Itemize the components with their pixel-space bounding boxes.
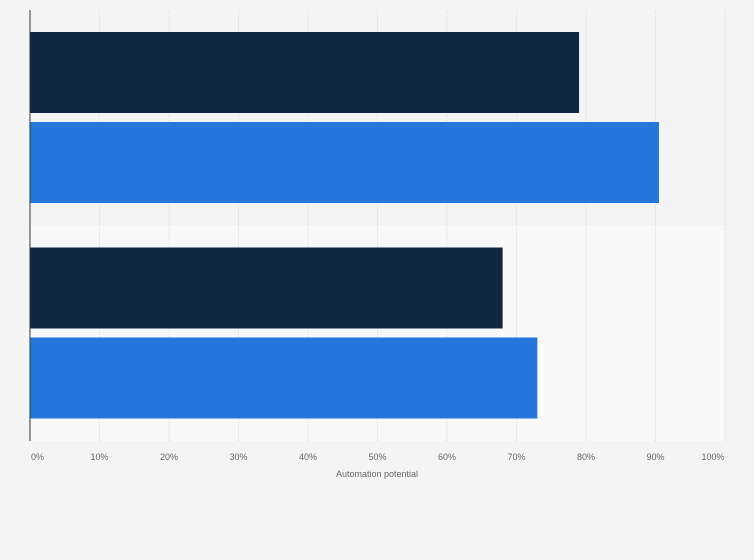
x-tick-label: 70% <box>507 452 525 462</box>
x-tick-labels: 0% 10% 20% 30% 40% 50% 60% 70% 80% 90% 100% <box>31 452 725 462</box>
x-tick-label: 60% <box>438 452 456 462</box>
bars <box>30 32 659 419</box>
x-tick-label: 0% <box>31 452 44 462</box>
bar[interactable] <box>30 337 538 419</box>
x-tick-label: 100% <box>701 452 724 462</box>
bar[interactable] <box>30 247 503 329</box>
x-tick-label: 50% <box>368 452 386 462</box>
x-tick-label: 30% <box>229 452 247 462</box>
x-tick-label: 40% <box>299 452 317 462</box>
x-axis-title: Automation potential <box>336 469 418 479</box>
x-tick-label: 80% <box>577 452 595 462</box>
x-tick-label: 20% <box>160 452 178 462</box>
bar[interactable] <box>30 122 659 203</box>
x-tick-label: 10% <box>90 452 108 462</box>
bar[interactable] <box>30 32 580 113</box>
x-tick-label: 90% <box>646 452 664 462</box>
